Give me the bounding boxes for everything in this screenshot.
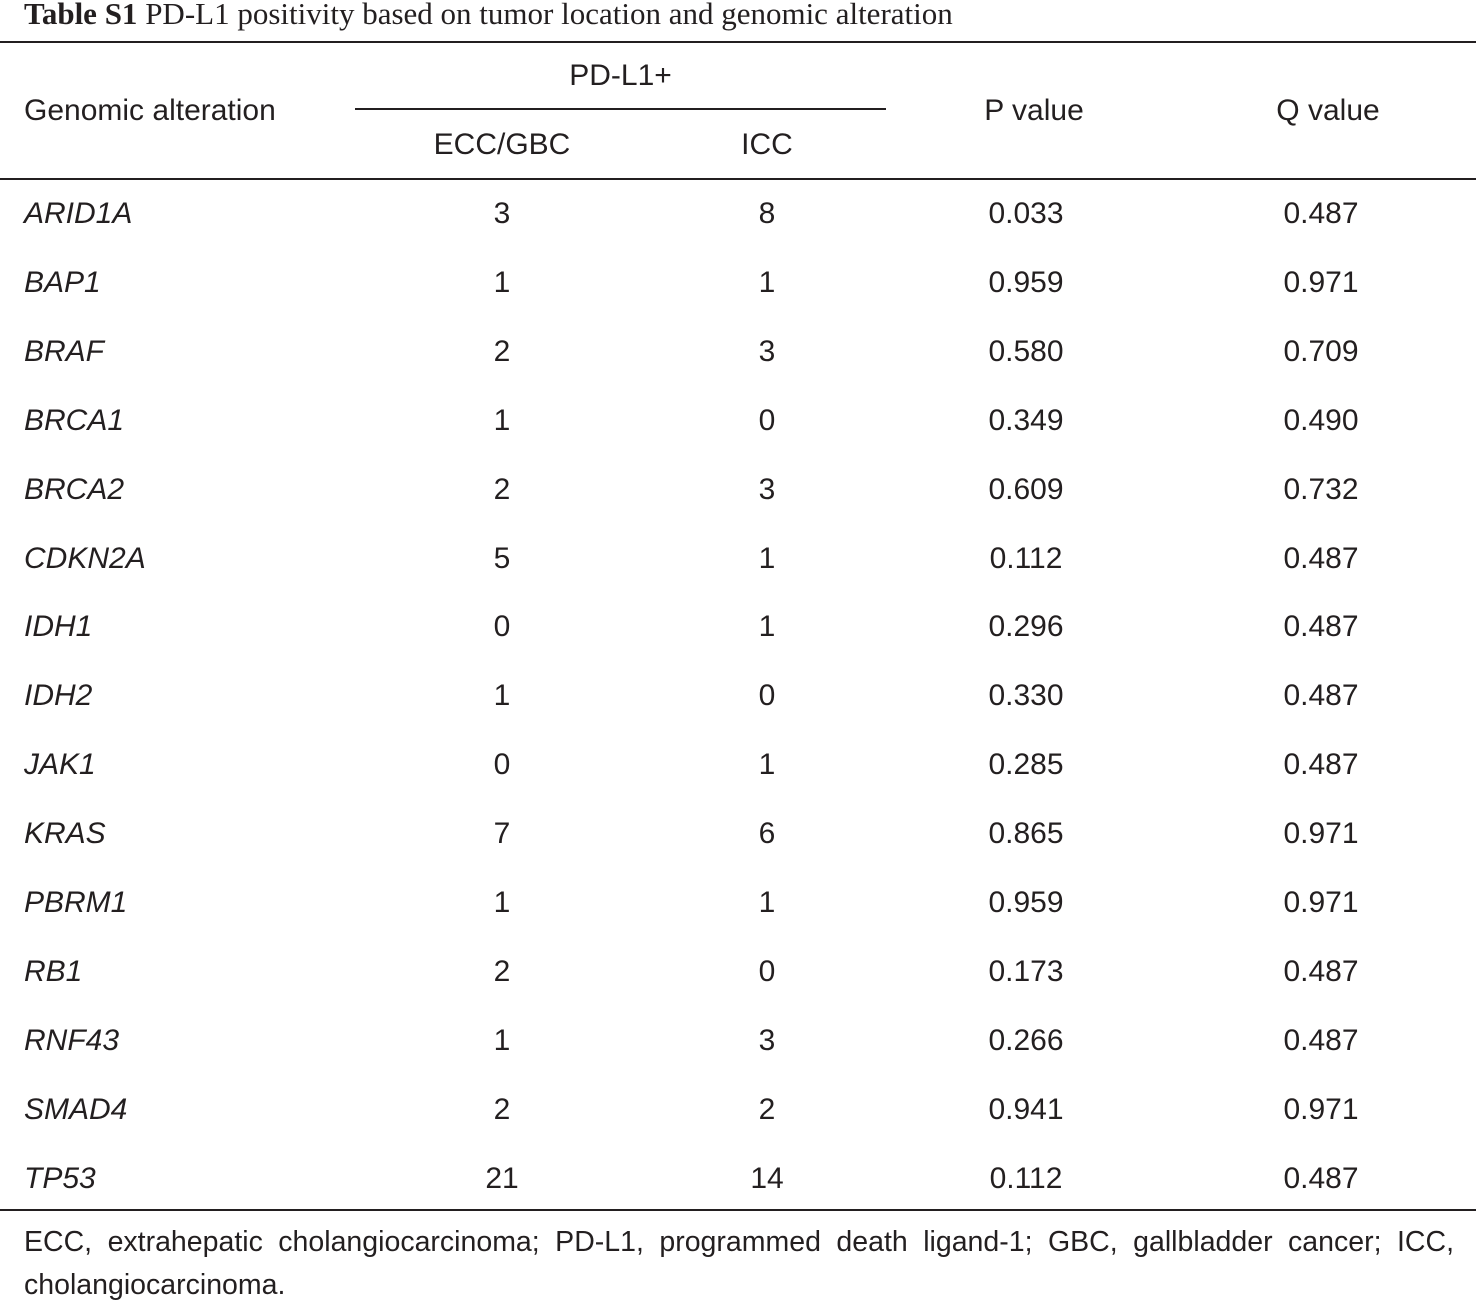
p-value: 0.266	[988, 1024, 1064, 1057]
p-value: 0.959	[988, 886, 1064, 919]
q-value: 0.487	[1283, 1162, 1359, 1195]
gene-name: RB1	[24, 955, 83, 988]
p-value: 0.959	[988, 266, 1064, 299]
p-value: 0.865	[988, 817, 1064, 850]
gene-name: BRCA1	[24, 404, 125, 437]
ecc-gbc-count: 1	[493, 404, 511, 437]
spanner-rule	[355, 108, 886, 110]
icc-count: 8	[758, 197, 776, 230]
p-value: 0.033	[988, 197, 1064, 230]
gene-name: BRCA2	[24, 473, 125, 506]
table-caption: Table S1 PD-L1 positivity based on tumor…	[24, 0, 953, 34]
icc-count: 3	[758, 335, 776, 368]
p-value: 0.941	[988, 1093, 1064, 1126]
icc-count: 3	[758, 1024, 776, 1057]
gene-name: RNF43	[24, 1024, 120, 1057]
gene-name: IDH2	[24, 679, 93, 712]
q-value: 0.487	[1283, 748, 1359, 781]
icc-count: 3	[758, 473, 776, 506]
q-value: 0.971	[1283, 1093, 1359, 1126]
gene-name: SMAD4	[24, 1093, 128, 1126]
ecc-gbc-count: 2	[493, 1093, 511, 1126]
ecc-gbc-count: 5	[493, 542, 511, 575]
table-label: Table S1	[24, 0, 138, 31]
icc-count: 1	[758, 266, 776, 299]
table-title: PD-L1 positivity based on tumor location…	[145, 0, 953, 31]
p-value: 0.580	[988, 335, 1064, 368]
header-icc: ICC	[741, 128, 793, 161]
gene-name: TP53	[24, 1162, 96, 1195]
ecc-gbc-count: 1	[493, 886, 511, 919]
q-value: 0.709	[1283, 335, 1359, 368]
q-value: 0.487	[1283, 542, 1359, 575]
icc-count: 2	[758, 1093, 776, 1126]
gene-name: ARID1A	[24, 197, 133, 230]
header-pd-l1-group: PD-L1+	[569, 59, 672, 92]
icc-count: 14	[750, 1162, 784, 1195]
icc-count: 6	[758, 817, 776, 850]
p-value: 0.173	[988, 955, 1064, 988]
ecc-gbc-count: 2	[493, 955, 511, 988]
q-value: 0.487	[1283, 610, 1359, 643]
gene-name: BAP1	[24, 266, 101, 299]
gene-name: PBRM1	[24, 886, 128, 919]
q-value: 0.971	[1283, 886, 1359, 919]
ecc-gbc-count: 0	[493, 610, 511, 643]
q-value: 0.487	[1283, 679, 1359, 712]
ecc-gbc-count: 2	[493, 335, 511, 368]
p-value: 0.296	[988, 610, 1064, 643]
icc-count: 1	[758, 610, 776, 643]
q-value: 0.487	[1283, 1024, 1359, 1057]
p-value: 0.609	[988, 473, 1064, 506]
gene-name: BRAF	[24, 335, 105, 368]
icc-count: 1	[758, 542, 776, 575]
header-q-value: Q value	[1276, 94, 1380, 127]
p-value: 0.112	[989, 542, 1063, 575]
ecc-gbc-count: 3	[493, 197, 511, 230]
p-value: 0.349	[988, 404, 1064, 437]
gene-name: CDKN2A	[24, 542, 146, 575]
ecc-gbc-count: 1	[493, 1024, 511, 1057]
icc-count: 1	[758, 886, 776, 919]
q-value: 0.487	[1283, 955, 1359, 988]
header-genomic-alteration: Genomic alteration	[24, 94, 276, 127]
p-value: 0.112	[989, 1162, 1063, 1195]
q-value: 0.490	[1283, 404, 1359, 437]
icc-count: 0	[758, 679, 776, 712]
ecc-gbc-count: 1	[493, 679, 511, 712]
top-rule	[0, 41, 1476, 43]
q-value: 0.971	[1283, 817, 1359, 850]
ecc-gbc-count: 21	[485, 1162, 519, 1195]
ecc-gbc-count: 0	[493, 748, 511, 781]
q-value: 0.487	[1283, 197, 1359, 230]
gene-name: JAK1	[24, 748, 96, 781]
ecc-gbc-count: 7	[493, 817, 511, 850]
q-value: 0.971	[1283, 266, 1359, 299]
p-value: 0.330	[988, 679, 1064, 712]
gene-name: IDH1	[24, 610, 93, 643]
header-rule	[0, 178, 1476, 180]
p-value: 0.285	[988, 748, 1064, 781]
gene-name: KRAS	[24, 817, 106, 850]
header-p-value: P value	[984, 94, 1084, 127]
icc-count: 1	[758, 748, 776, 781]
table-footnote: ECC, extrahepatic cholangiocarcinoma; PD…	[24, 1226, 1454, 1301]
header-ecc-gbc: ECC/GBC	[433, 128, 571, 161]
icc-count: 0	[758, 955, 776, 988]
ecc-gbc-count: 1	[493, 266, 511, 299]
ecc-gbc-count: 2	[493, 473, 511, 506]
q-value: 0.732	[1283, 473, 1359, 506]
bottom-rule	[0, 1209, 1476, 1211]
icc-count: 0	[758, 404, 776, 437]
